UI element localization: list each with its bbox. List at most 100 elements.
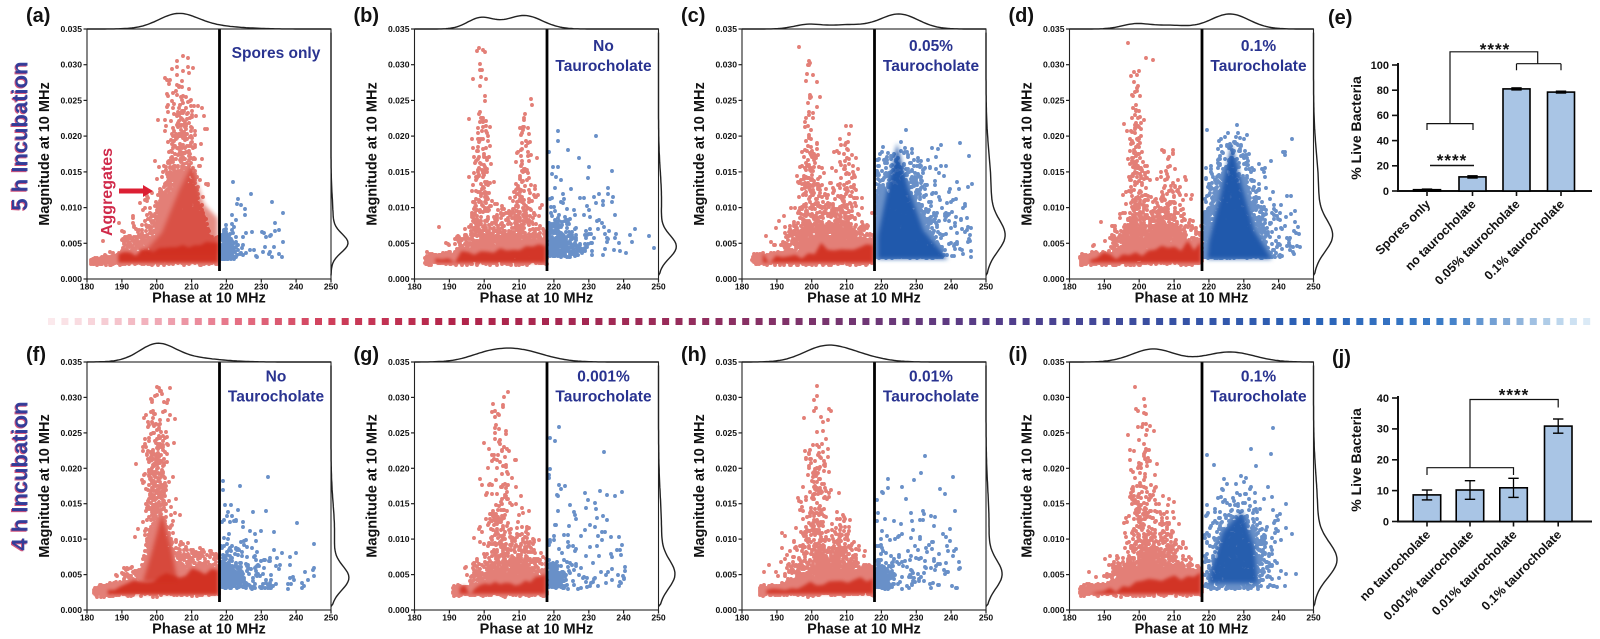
svg-text:240: 240 bbox=[944, 613, 959, 623]
svg-text:200: 200 bbox=[805, 613, 820, 623]
svg-text:0.035: 0.035 bbox=[388, 24, 410, 34]
svg-text:Magnitude at 10 MHz: Magnitude at 10 MHz bbox=[692, 414, 708, 557]
svg-text:0.000: 0.000 bbox=[60, 605, 82, 615]
svg-text:0.020: 0.020 bbox=[715, 131, 737, 141]
svg-text:0.015: 0.015 bbox=[388, 167, 410, 177]
svg-text:Taurocholate: Taurocholate bbox=[555, 389, 652, 406]
svg-text:No: No bbox=[593, 38, 614, 55]
svg-text:0.1%: 0.1% bbox=[1241, 369, 1277, 386]
svg-text:250: 250 bbox=[651, 282, 666, 292]
svg-text:0.01%: 0.01% bbox=[909, 369, 953, 386]
svg-text:No: No bbox=[266, 369, 287, 386]
svg-text:0.025: 0.025 bbox=[60, 428, 82, 438]
svg-text:0.000: 0.000 bbox=[388, 274, 410, 284]
svg-text:0.000: 0.000 bbox=[1043, 605, 1065, 615]
svg-text:60: 60 bbox=[1377, 110, 1389, 122]
svg-text:250: 250 bbox=[979, 282, 994, 292]
svg-text:% Live Bacteria: % Live Bacteria bbox=[1348, 76, 1364, 180]
svg-text:180: 180 bbox=[1062, 613, 1077, 623]
svg-text:0.010: 0.010 bbox=[60, 534, 82, 544]
svg-text:210: 210 bbox=[512, 613, 527, 623]
svg-text:0: 0 bbox=[1383, 516, 1389, 528]
svg-text:210: 210 bbox=[839, 613, 854, 623]
svg-text:0.010: 0.010 bbox=[60, 203, 82, 213]
svg-text:0.030: 0.030 bbox=[1043, 392, 1065, 402]
svg-text:240: 240 bbox=[616, 613, 631, 623]
svg-text:180: 180 bbox=[80, 282, 95, 292]
svg-text:0.020: 0.020 bbox=[60, 463, 82, 473]
svg-text:% Live Bacteria: % Live Bacteria bbox=[1348, 408, 1364, 512]
svg-text:(j): (j) bbox=[1332, 347, 1351, 369]
svg-text:40: 40 bbox=[1377, 135, 1389, 147]
svg-text:0.020: 0.020 bbox=[1043, 463, 1065, 473]
svg-text:0.015: 0.015 bbox=[715, 167, 737, 177]
svg-text:(e): (e) bbox=[1328, 7, 1352, 29]
svg-text:0.000: 0.000 bbox=[1043, 274, 1065, 284]
svg-text:Phase at 10 MHz: Phase at 10 MHz bbox=[1135, 291, 1249, 307]
svg-text:0.025: 0.025 bbox=[60, 95, 82, 105]
svg-text:240: 240 bbox=[944, 282, 959, 292]
svg-text:0.010: 0.010 bbox=[1043, 203, 1065, 213]
svg-text:(c): (c) bbox=[681, 5, 705, 27]
svg-text:0.015: 0.015 bbox=[60, 499, 82, 509]
svg-text:30: 30 bbox=[1377, 424, 1389, 436]
svg-text:200: 200 bbox=[150, 282, 165, 292]
svg-text:200: 200 bbox=[477, 613, 492, 623]
svg-text:0.025: 0.025 bbox=[388, 95, 410, 105]
svg-text:0.010: 0.010 bbox=[388, 534, 410, 544]
svg-text:4 h Incubation: 4 h Incubation bbox=[8, 401, 33, 550]
svg-text:0.020: 0.020 bbox=[1043, 131, 1065, 141]
svg-text:Aggregates: Aggregates bbox=[99, 148, 116, 236]
svg-text:(d): (d) bbox=[1009, 5, 1035, 27]
svg-text:0.030: 0.030 bbox=[388, 392, 410, 402]
svg-text:Phase at 10 MHz: Phase at 10 MHz bbox=[152, 291, 266, 307]
svg-text:230: 230 bbox=[1237, 613, 1252, 623]
svg-text:Phase at 10 MHz: Phase at 10 MHz bbox=[807, 622, 921, 638]
svg-text:190: 190 bbox=[770, 613, 785, 623]
svg-text:0.05%: 0.05% bbox=[909, 38, 953, 55]
svg-text:0.015: 0.015 bbox=[1043, 167, 1065, 177]
svg-text:0.030: 0.030 bbox=[388, 60, 410, 70]
svg-text:0.005: 0.005 bbox=[1043, 238, 1065, 248]
svg-text:220: 220 bbox=[874, 282, 889, 292]
svg-text:230: 230 bbox=[582, 282, 597, 292]
svg-text:230: 230 bbox=[1237, 282, 1252, 292]
svg-text:0.005: 0.005 bbox=[715, 238, 737, 248]
svg-text:0.025: 0.025 bbox=[1043, 95, 1065, 105]
svg-text:210: 210 bbox=[1167, 613, 1182, 623]
svg-text:220: 220 bbox=[874, 613, 889, 623]
svg-text:0.030: 0.030 bbox=[60, 392, 82, 402]
svg-text:4 h Incubation: 4 h Incubation bbox=[7, 402, 32, 551]
svg-text:0.005: 0.005 bbox=[388, 238, 410, 248]
svg-text:0.015: 0.015 bbox=[388, 499, 410, 509]
svg-text:250: 250 bbox=[1306, 613, 1321, 623]
svg-text:220: 220 bbox=[219, 282, 234, 292]
svg-text:210: 210 bbox=[1167, 282, 1182, 292]
svg-text:230: 230 bbox=[909, 282, 924, 292]
svg-text:220: 220 bbox=[219, 613, 234, 623]
svg-text:250: 250 bbox=[979, 613, 994, 623]
svg-text:0.035: 0.035 bbox=[388, 357, 410, 367]
svg-text:0.000: 0.000 bbox=[388, 605, 410, 615]
svg-text:10: 10 bbox=[1377, 485, 1389, 497]
svg-text:0.005: 0.005 bbox=[60, 238, 82, 248]
svg-text:0.020: 0.020 bbox=[715, 463, 737, 473]
svg-text:Phase at 10 MHz: Phase at 10 MHz bbox=[480, 622, 594, 638]
svg-text:210: 210 bbox=[184, 282, 199, 292]
svg-text:180: 180 bbox=[407, 282, 422, 292]
svg-text:0.000: 0.000 bbox=[60, 274, 82, 284]
svg-text:0.025: 0.025 bbox=[715, 95, 737, 105]
svg-text:Taurocholate: Taurocholate bbox=[1210, 58, 1307, 75]
svg-text:240: 240 bbox=[289, 613, 304, 623]
svg-text:0.015: 0.015 bbox=[715, 499, 737, 509]
svg-text:Magnitude at 10 MHz: Magnitude at 10 MHz bbox=[37, 82, 53, 225]
svg-text:0.020: 0.020 bbox=[388, 131, 410, 141]
svg-text:0.035: 0.035 bbox=[715, 24, 737, 34]
svg-text:(i): (i) bbox=[1009, 344, 1028, 366]
svg-text:Magnitude at 10 MHz: Magnitude at 10 MHz bbox=[365, 414, 381, 557]
svg-text:0.030: 0.030 bbox=[715, 392, 737, 402]
svg-text:210: 210 bbox=[839, 282, 854, 292]
svg-text:190: 190 bbox=[1097, 282, 1112, 292]
svg-text:20: 20 bbox=[1377, 161, 1389, 173]
svg-text:(g): (g) bbox=[354, 344, 380, 366]
